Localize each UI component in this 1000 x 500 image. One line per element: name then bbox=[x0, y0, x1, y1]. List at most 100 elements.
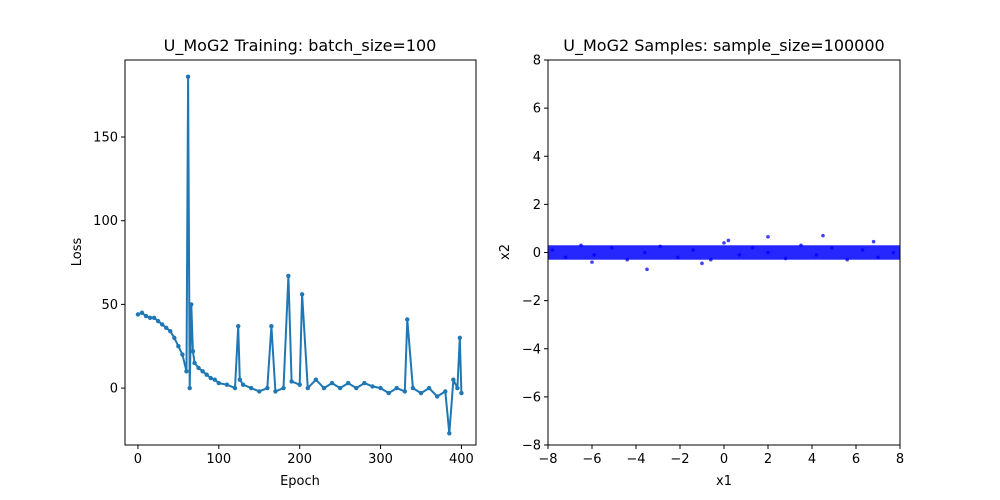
loss-point bbox=[216, 380, 222, 386]
loss-point bbox=[257, 389, 262, 394]
samples-y-tick-label: 8 bbox=[533, 54, 541, 69]
loss-point bbox=[151, 315, 157, 320]
loss-point bbox=[297, 382, 302, 387]
training-y-tick-label: 100 bbox=[93, 214, 118, 229]
loss-point bbox=[212, 377, 217, 382]
sample-density-band bbox=[548, 245, 900, 260]
sample-point bbox=[643, 250, 647, 255]
loss-point bbox=[265, 385, 270, 391]
samples-y-tick-label: 6 bbox=[533, 102, 541, 117]
sample-point bbox=[590, 260, 594, 264]
loss-point bbox=[224, 382, 230, 387]
loss-point bbox=[370, 384, 375, 389]
loss-point bbox=[289, 379, 294, 384]
samples-y-tick-label: −4 bbox=[522, 342, 541, 357]
loss-point bbox=[187, 385, 192, 391]
sample-point bbox=[726, 238, 731, 243]
loss-point bbox=[143, 313, 149, 319]
samples-x-tick-label: −8 bbox=[538, 452, 557, 467]
samples-x-tick-label: −6 bbox=[582, 452, 601, 467]
sample-point bbox=[860, 248, 865, 252]
loss-point bbox=[189, 302, 194, 307]
loss-point bbox=[269, 323, 274, 329]
loss-point bbox=[232, 385, 238, 391]
loss-point bbox=[402, 389, 408, 394]
sample-point bbox=[821, 233, 825, 238]
samples-axes: U_MoG2 Samples: sample_size=100000 −8 −6−… bbox=[498, 36, 904, 489]
loss-point bbox=[386, 390, 391, 396]
samples-y-tick-label: −2 bbox=[522, 294, 541, 309]
sample-point bbox=[579, 243, 583, 248]
samples-x-tick-label: 2 bbox=[764, 452, 772, 467]
sample-point bbox=[563, 255, 568, 260]
sample-point bbox=[871, 239, 876, 244]
loss-point bbox=[196, 365, 201, 371]
training-x-tick-label: 0 bbox=[134, 452, 142, 467]
training-x-tick-label: 400 bbox=[449, 452, 474, 467]
loss-point bbox=[362, 380, 367, 386]
sample-point bbox=[876, 255, 880, 260]
loss-point bbox=[378, 385, 383, 391]
loss-point bbox=[281, 385, 286, 391]
samples-x-tick-label: 4 bbox=[808, 452, 816, 467]
loss-point bbox=[168, 328, 173, 334]
sample-point bbox=[709, 257, 713, 262]
loss-point bbox=[208, 375, 213, 381]
sample-point bbox=[766, 250, 770, 255]
samples-x-tick-label: 0 bbox=[720, 452, 728, 467]
samples-x-ticks: −8 −6 −4 −2 0 2 4 6 8 bbox=[538, 445, 904, 467]
loss-point bbox=[313, 377, 319, 382]
samples-x-tick-label: 6 bbox=[852, 452, 860, 467]
loss-point bbox=[447, 431, 452, 436]
loss-point bbox=[184, 369, 189, 374]
samples-x-axis-label: x1 bbox=[716, 474, 732, 489]
samples-y-tick-label: 2 bbox=[533, 198, 541, 213]
training-y-tick-label: 50 bbox=[101, 298, 118, 313]
samples-chart-title: U_MoG2 Samples: sample_size=100000 bbox=[563, 36, 884, 56]
samples-x-tick-label: 8 bbox=[896, 452, 904, 467]
sample-point bbox=[625, 257, 629, 262]
sample-point bbox=[830, 245, 834, 250]
loss-point bbox=[451, 377, 456, 382]
training-y-axis-label: Loss bbox=[70, 238, 85, 267]
loss-point bbox=[176, 344, 181, 349]
sample-point bbox=[737, 253, 742, 257]
loss-point bbox=[190, 349, 196, 354]
loss-line bbox=[137, 75, 463, 435]
sample-point bbox=[814, 253, 819, 257]
sample-point bbox=[658, 244, 662, 249]
loss-point bbox=[405, 317, 410, 322]
loss-point bbox=[155, 318, 161, 324]
loss-point bbox=[240, 382, 246, 387]
loss-point bbox=[139, 310, 145, 315]
training-x-axis-label: Epoch bbox=[280, 474, 320, 489]
loss-point bbox=[418, 390, 424, 396]
samples-y-tick-label: 0 bbox=[533, 246, 541, 261]
sample-point bbox=[766, 235, 770, 239]
sample-point bbox=[645, 267, 649, 272]
loss-point bbox=[172, 335, 177, 341]
loss-point bbox=[443, 389, 448, 394]
loss-point bbox=[394, 385, 399, 391]
loss-point bbox=[236, 323, 241, 329]
samples-x-tick-label: −2 bbox=[670, 452, 689, 467]
loss-point bbox=[457, 335, 463, 341]
samples-x-tick-label: −4 bbox=[626, 452, 645, 467]
loss-point bbox=[354, 385, 359, 391]
loss-point bbox=[237, 377, 243, 382]
loss-point bbox=[286, 273, 291, 279]
loss-point bbox=[337, 385, 343, 391]
loss-point bbox=[160, 322, 165, 327]
training-x-tick-label: 300 bbox=[368, 452, 393, 467]
loss-point bbox=[346, 380, 351, 386]
loss-point bbox=[135, 312, 141, 317]
training-x-tick-label: 200 bbox=[287, 452, 312, 467]
loss-point bbox=[410, 385, 416, 391]
samples-y-axis-label: x2 bbox=[498, 244, 513, 260]
training-y-tick-label: 0 bbox=[110, 382, 118, 397]
training-axes-frame bbox=[124, 59, 477, 446]
sample-point bbox=[700, 261, 704, 266]
sample-point bbox=[722, 241, 726, 245]
training-loss-axes: U_MoG2 Training: batch_size=100 0 100 200 3… bbox=[70, 36, 477, 489]
